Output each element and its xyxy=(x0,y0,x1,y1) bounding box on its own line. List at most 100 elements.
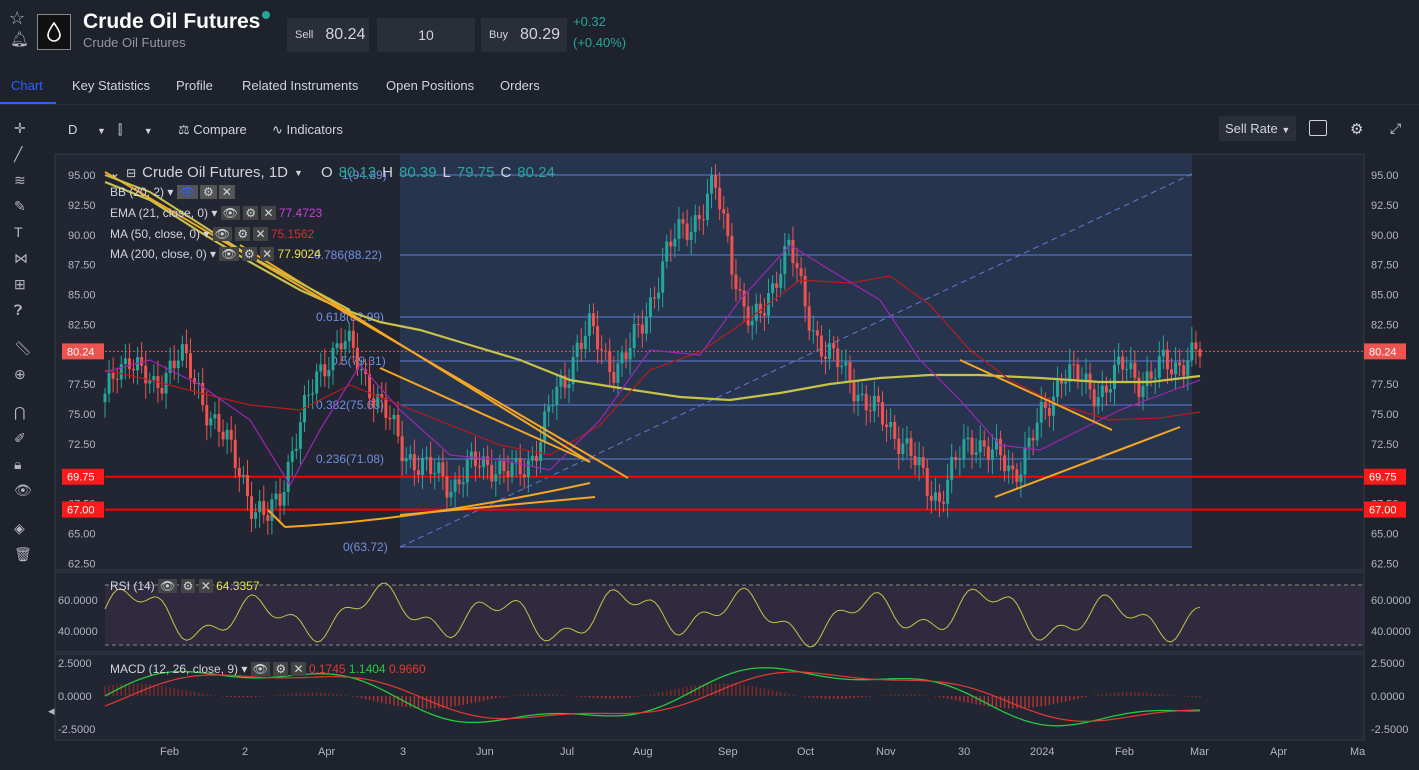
candle-body xyxy=(811,330,815,332)
compare-button[interactable]: ⚖ Compare xyxy=(178,122,247,138)
chevron-down-icon[interactable]: ▼ xyxy=(294,167,303,178)
candle-body xyxy=(897,438,901,455)
candle-body xyxy=(307,394,311,396)
collapse-legend-icon[interactable]: ⌄ xyxy=(110,165,121,180)
legend-bb[interactable]: BB (20, 2) ▾ 👁︎ ⚙ ✕ xyxy=(110,185,235,199)
candle-body xyxy=(510,461,514,477)
indicators-button[interactable]: ∿ Indicators xyxy=(272,122,343,138)
sell-rate-select[interactable]: Sell Rate ▼ xyxy=(1219,116,1297,141)
candle-body xyxy=(718,187,722,210)
settings-icon[interactable]: ⚙ xyxy=(199,185,217,199)
buy-label: Buy xyxy=(489,29,508,41)
ma200-value: 77.9024 xyxy=(277,247,321,261)
brush-icon[interactable]: ✎ xyxy=(14,198,26,214)
fib-tool-icon[interactable]: ≋ xyxy=(14,172,26,188)
buy-price: 80.29 xyxy=(519,26,561,43)
tab-chart[interactable]: Chart xyxy=(11,78,43,93)
eye-icon[interactable]: 👁︎ xyxy=(158,579,178,593)
fib-trend-line xyxy=(399,173,1193,548)
hide-icon[interactable]: ⊟ xyxy=(126,165,137,180)
close-icon[interactable]: ✕ xyxy=(261,206,276,220)
help-icon[interactable]: ❓︎ xyxy=(14,302,23,318)
candle-body xyxy=(909,438,913,457)
eye-icon[interactable]: 👁︎ xyxy=(250,662,270,676)
legend-ma200[interactable]: MA (200, close, 0) ▾ 👁︎ ⚙ ✕ 77.9024 xyxy=(110,247,321,261)
legend-macd[interactable]: MACD (12, 26, close, 9) ▾ 👁︎ ⚙ ✕ 0.1745 … xyxy=(110,662,426,676)
tab-profile[interactable]: Profile xyxy=(176,78,213,93)
price-tick-left: 65.00 xyxy=(68,529,96,541)
interval-select[interactable]: D ▼ xyxy=(68,122,106,137)
x-tick-label: Feb xyxy=(160,746,179,758)
screenshot-icon[interactable] xyxy=(1309,120,1327,136)
legend-ma50[interactable]: MA (50, close, 0) ▾ 👁︎ ⚙ ✕ 75.1562 xyxy=(110,227,315,241)
macd-tick-right: 0.0000 xyxy=(1371,691,1405,703)
candle-body xyxy=(506,470,510,477)
candle-body xyxy=(1011,465,1015,470)
eye-icon[interactable]: 👁︎ xyxy=(176,185,198,199)
tab-orders[interactable]: Orders xyxy=(500,78,540,93)
eye-icon[interactable]: 👁︎ xyxy=(219,247,239,261)
eye-icon[interactable]: 👁︎ xyxy=(220,206,240,220)
collapse-arrow-icon[interactable]: ◀ xyxy=(48,706,55,716)
tab-open-positions[interactable]: Open Positions xyxy=(386,78,475,93)
lock-drawing-icon[interactable]: ✐ xyxy=(14,430,26,446)
buy-button[interactable]: Buy 80.29 xyxy=(481,18,567,52)
text-icon[interactable]: T xyxy=(14,224,23,240)
legend-ema[interactable]: EMA (21, close, 0) ▾ 👁︎ ⚙ ✕ 77.4723 xyxy=(110,206,323,220)
chart-type-select[interactable]: ⫿ ▼ xyxy=(118,122,153,138)
candle-body xyxy=(852,382,856,402)
candle-body xyxy=(905,438,909,444)
close-icon[interactable]: ✕ xyxy=(291,662,306,676)
close-icon[interactable]: ✕ xyxy=(198,579,213,593)
star-icon[interactable]: ☆ xyxy=(9,8,26,28)
bell-icon[interactable]: 🔔︎ xyxy=(10,31,30,48)
settings-icon[interactable]: ⚙ xyxy=(180,579,196,593)
tab-related-instruments[interactable]: Related Instruments xyxy=(242,78,359,93)
ma50-value: 75.1562 xyxy=(270,227,315,241)
candle-body xyxy=(1084,373,1088,381)
pattern-icon[interactable]: ⋈ xyxy=(14,250,28,266)
trendline-icon[interactable]: ╱ xyxy=(14,146,23,162)
legend-symbol: Crude Oil Futures, 1D xyxy=(142,164,289,181)
tab-key-statistics[interactable]: Key Statistics xyxy=(72,78,151,93)
settings-icon[interactable]: ⚙ xyxy=(243,206,259,220)
candle-body xyxy=(958,458,962,460)
eye-icon[interactable]: 👁︎ xyxy=(212,227,232,241)
eye-icon[interactable]: 👁︎ xyxy=(14,482,32,498)
candle-body xyxy=(1153,377,1157,379)
close-icon[interactable]: ✕ xyxy=(218,185,235,199)
ruler-icon[interactable]: 📏︎ xyxy=(14,340,32,356)
macd-tick-right: -2.5000 xyxy=(1371,724,1408,736)
price-tick-left: 77.50 xyxy=(68,379,96,391)
candle-body xyxy=(730,235,734,275)
sell-button[interactable]: Sell 80.24 xyxy=(287,18,369,52)
lock-icon[interactable]: 🔒︎ xyxy=(14,456,22,472)
macd-tick-left: -2.5000 xyxy=(58,724,95,736)
candle-body xyxy=(644,317,648,334)
candle-body xyxy=(298,422,302,449)
close-icon[interactable]: ✕ xyxy=(260,247,275,261)
x-tick-label: Sep xyxy=(718,746,738,758)
layers-icon[interactable]: ◈ xyxy=(14,520,25,536)
gear-icon[interactable]: ⚙ xyxy=(1350,121,1364,138)
crosshair-icon[interactable]: ✛ xyxy=(14,120,26,136)
trash-icon[interactable]: 🗑︎ xyxy=(14,546,32,562)
settings-icon[interactable]: ⚙ xyxy=(242,247,257,261)
fullscreen-icon[interactable]: ⤢ xyxy=(1390,120,1402,136)
candle-body xyxy=(762,313,766,316)
candle-body xyxy=(803,275,807,307)
settings-icon[interactable]: ⚙ xyxy=(235,227,251,241)
prediction-icon[interactable]: ⊞ xyxy=(14,276,26,292)
legend-rsi[interactable]: RSI (14) 👁︎ ⚙ ✕ 64.3357 xyxy=(110,579,260,593)
candle-body xyxy=(917,457,921,466)
candle-body xyxy=(323,364,327,377)
candle-body xyxy=(828,343,832,359)
candle-body xyxy=(815,330,819,336)
settings-icon[interactable]: ⚙ xyxy=(273,662,289,676)
quantity-input[interactable]: 10 xyxy=(377,18,475,52)
close-icon[interactable]: ✕ xyxy=(253,227,268,241)
candle-body xyxy=(327,370,331,377)
candle-body xyxy=(982,440,986,447)
magnet-icon[interactable]: ⋂ xyxy=(14,404,26,420)
zoom-icon[interactable]: ⊕ xyxy=(14,366,26,382)
